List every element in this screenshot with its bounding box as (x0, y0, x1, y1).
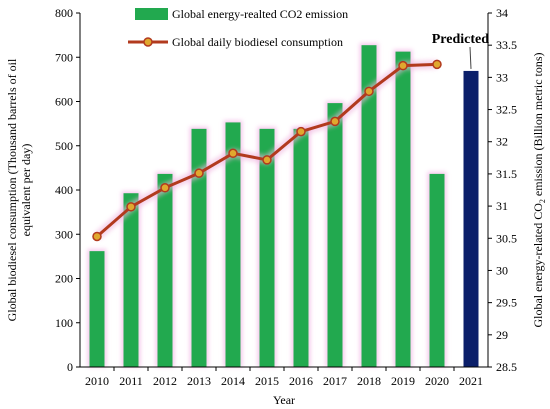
right-tick-label: 30.5 (496, 231, 517, 245)
right-tick-label: 28.5 (496, 360, 517, 374)
annotation-layer: Predicted (432, 32, 489, 69)
left-tick-label: 600 (55, 95, 73, 109)
x-tick-label: 2012 (153, 374, 177, 388)
right-tick-label: 32.5 (496, 103, 517, 117)
right-tick-label: 31 (496, 199, 508, 213)
right-tick-label: 33 (496, 70, 508, 84)
right-tick-label: 31.5 (496, 167, 517, 181)
x-tick-label: 2021 (459, 374, 483, 388)
right-tick-label: 30 (496, 263, 508, 277)
left-tick-label: 800 (55, 6, 73, 20)
predicted-pointer (469, 46, 472, 69)
bar (395, 51, 411, 367)
line-point (262, 155, 272, 165)
left-axis-title: Global biodiesel consumption (Thousand b… (5, 58, 33, 321)
bar (89, 251, 105, 367)
bar (123, 193, 139, 367)
left-tick-label: 200 (55, 272, 73, 286)
x-tick-label: 2020 (425, 374, 449, 388)
line-point (330, 116, 340, 127)
left-axis-title-line: Global biodiesel consumption (Thousand b… (5, 58, 19, 321)
x-tick-label: 2014 (221, 374, 245, 388)
left-tick-label: 0 (67, 360, 73, 374)
line-layer (92, 59, 442, 242)
legend-line-marker (143, 37, 153, 47)
bar (191, 128, 207, 367)
bar (259, 128, 275, 367)
right-axis-title-sub: 2 (538, 199, 547, 203)
left-tick-label: 300 (55, 227, 73, 241)
bar (429, 173, 445, 367)
legend-line-label: Global daily biodiesel consumption (172, 35, 343, 49)
x-tick-label: 2016 (289, 374, 313, 388)
right-axis-title-part: Global energy-related CO (531, 203, 545, 328)
line-point (398, 60, 408, 71)
right-tick-label: 32 (496, 135, 508, 149)
bar (327, 103, 343, 367)
left-tick-label: 500 (55, 139, 73, 153)
right-tick-label: 29 (496, 328, 508, 342)
line-point (126, 202, 136, 212)
bar (225, 122, 241, 367)
x-tick-label: 2011 (119, 374, 143, 388)
legend: Global energy-realted CO2 emission Global… (128, 7, 348, 49)
predicted-label: Predicted (432, 32, 489, 47)
left-tick-label: 400 (55, 183, 73, 197)
right-tick-label: 34 (496, 6, 508, 20)
bar-predicted (463, 70, 479, 367)
bar (293, 128, 309, 367)
bars-layer (87, 43, 479, 367)
x-axis-title: Year (273, 393, 295, 407)
x-tick-label: 2018 (357, 374, 381, 388)
right-tick-label: 29.5 (496, 296, 517, 310)
line-point (228, 148, 238, 159)
right-axis-title: Global energy-related CO2 emission (Bill… (531, 52, 547, 327)
x-tick-label: 2013 (187, 374, 211, 388)
legend-bar-swatch (135, 8, 168, 20)
x-tick-label: 2017 (323, 374, 347, 388)
legend-bar-label: Global energy-realted CO2 emission (172, 7, 348, 21)
line-point (194, 168, 204, 178)
bar (157, 173, 173, 367)
line-point (432, 59, 442, 70)
line-point (92, 231, 102, 242)
x-tick-label: 2019 (391, 374, 415, 388)
bar (361, 45, 377, 367)
x-tick-label: 2015 (255, 374, 279, 388)
left-tick-label: 100 (55, 316, 73, 330)
right-axis-title-part: emission (Billion metric tons) (531, 52, 545, 199)
line-point (296, 126, 306, 137)
line-point (364, 86, 374, 97)
left-axis-title-line: equivalent per day) (19, 144, 33, 237)
axes-layer: 0 100 200 300 400 500 600 700 800 28.5 29 29.5 30 30.… (5, 6, 547, 407)
right-tick-label: 33.5 (496, 38, 517, 52)
left-tick-label: 700 (55, 50, 73, 64)
x-tick-label: 2010 (85, 374, 109, 388)
line-point (160, 183, 170, 193)
